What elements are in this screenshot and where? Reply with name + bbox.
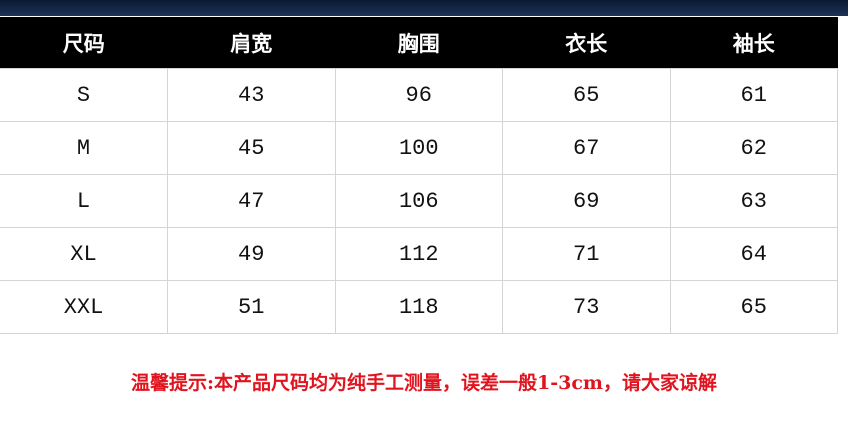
table-cell: 61 [669, 68, 838, 122]
table-cell: 106 [334, 174, 503, 228]
table-cell: 65 [669, 280, 838, 334]
table-row: L 47 106 69 63 [0, 174, 838, 228]
table-cell: 65 [502, 68, 671, 122]
table-cell: 47 [167, 174, 336, 228]
table-cell: 100 [334, 121, 503, 175]
header-cell: 尺码 [0, 17, 168, 69]
table-cell: 118 [334, 280, 503, 334]
table-cell: XL [0, 227, 168, 281]
table-cell: 64 [669, 227, 838, 281]
size-table: 尺码 肩宽 胸围 衣长 袖长 S 43 96 65 61 M 45 100 67 62 L 47 106 69 63… [0, 17, 838, 334]
header-cell: 肩宽 [167, 17, 335, 69]
table-cell: 112 [334, 227, 503, 281]
table-cell: M [0, 121, 168, 175]
table-cell: 62 [669, 121, 838, 175]
header-cell: 衣长 [502, 17, 670, 69]
table-cell: XXL [0, 280, 168, 334]
table-row: S 43 96 65 61 [0, 68, 838, 122]
table-row: M 45 100 67 62 [0, 121, 838, 175]
table-cell: 71 [502, 227, 671, 281]
table-cell: 63 [669, 174, 838, 228]
header-row: 尺码 肩宽 胸围 衣长 袖长 [0, 17, 838, 69]
table-cell: 67 [502, 121, 671, 175]
header-cell: 袖长 [670, 17, 838, 69]
table-row: XXL 51 118 73 65 [0, 280, 838, 334]
table-row: XL 49 112 71 64 [0, 227, 838, 281]
table-cell: 96 [334, 68, 503, 122]
table-cell: 43 [167, 68, 336, 122]
table-body: S 43 96 65 61 M 45 100 67 62 L 47 106 69 63 XL 49 112 71 64… [0, 68, 838, 334]
top-banner [0, 0, 848, 16]
note: 温馨提示:本产品尺码均为纯手工测量，误差一般1-3cm，请大家谅解 [130, 372, 717, 394]
table-cell: 51 [167, 280, 336, 334]
header-cell: 胸围 [335, 17, 503, 69]
table-cell: 73 [502, 280, 671, 334]
table-cell: 49 [167, 227, 336, 281]
table-cell: 69 [502, 174, 671, 228]
table-cell: 45 [167, 121, 336, 175]
table-cell: L [0, 174, 168, 228]
table-cell: S [0, 68, 168, 122]
